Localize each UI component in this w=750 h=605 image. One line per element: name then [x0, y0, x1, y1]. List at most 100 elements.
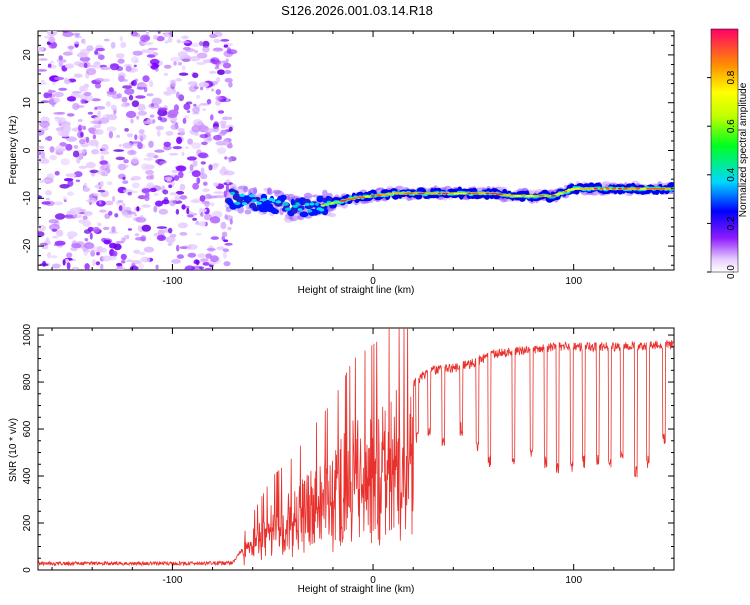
noise-blob: [216, 77, 221, 83]
y-tick-label: 20: [22, 49, 33, 61]
noise-blob: [140, 215, 144, 218]
ridge-peak-blob: [645, 187, 655, 190]
noise-blob: [38, 195, 42, 199]
noise-blob: [91, 98, 101, 102]
noise-blob: [71, 243, 82, 249]
noise-blob: [72, 214, 83, 219]
noise-blob: [222, 251, 227, 259]
noise-blob: [62, 196, 68, 201]
noise-blob: [207, 137, 213, 142]
noise-blob: [93, 116, 101, 122]
noise-blob: [176, 39, 181, 44]
colorbar-tick-label: 0.4: [726, 167, 737, 181]
noise-blob: [50, 42, 57, 49]
noise-blob: [65, 173, 77, 177]
noise-blob: [40, 179, 50, 183]
noise-blob: [94, 184, 101, 189]
noise-blob: [84, 238, 89, 242]
noise-blob: [148, 103, 160, 109]
noise-blob: [141, 188, 151, 194]
noise-blob: [132, 50, 143, 56]
noise-blob: [210, 255, 219, 263]
ridge-halo-blob: [229, 183, 237, 190]
ridge-peak-blob: [441, 192, 449, 195]
noise-blob: [56, 229, 64, 237]
noise-blob: [196, 177, 201, 185]
noise-blob: [95, 106, 106, 110]
noise-blob: [226, 49, 238, 55]
noise-blob: [168, 152, 179, 156]
noise-blob: [187, 81, 198, 86]
noise-blob: [82, 149, 86, 156]
noise-blob: [155, 125, 164, 131]
noise-blob: [178, 94, 185, 102]
noise-blob: [173, 175, 180, 181]
noise-blob: [114, 213, 119, 218]
noise-blob: [47, 63, 52, 68]
noise-blob: [82, 215, 88, 220]
noise-blob: [38, 129, 45, 136]
y-tick-label: -20: [22, 238, 33, 253]
noise-blob: [141, 224, 151, 232]
ridge-peak-blob: [370, 195, 376, 197]
noise-blob: [77, 124, 83, 132]
noise-blob: [213, 191, 224, 195]
noise-blob: [67, 191, 74, 196]
ridge-peak-blob: [567, 188, 576, 191]
noise-blob: [54, 201, 64, 206]
noise-blob: [127, 150, 137, 156]
noise-blob: [82, 220, 92, 227]
noise-blob: [137, 195, 147, 200]
noise-blob: [112, 250, 118, 257]
noise-blob: [48, 95, 52, 98]
noise-blob: [179, 246, 188, 250]
noise-blob: [141, 163, 149, 171]
noise-blob: [196, 52, 208, 59]
noise-blob: [199, 134, 209, 139]
ridge-cyan-blob: [292, 204, 299, 208]
noise-blob: [163, 197, 169, 202]
noise-blob: [115, 156, 126, 161]
noise-blob: [192, 72, 199, 79]
noise-blob: [177, 222, 188, 229]
noise-blob: [100, 180, 104, 187]
noise-blob: [156, 234, 166, 241]
ridge-cyan-blob: [242, 202, 248, 206]
ridge-peak-blob: [453, 192, 461, 195]
noise-blob: [53, 112, 64, 115]
noise-blob: [127, 228, 132, 231]
noise-blob: [130, 118, 134, 124]
noise-blob: [131, 176, 142, 181]
noise-blob: [213, 182, 219, 187]
ridge-peak-blob: [356, 196, 366, 199]
noise-blob: [156, 130, 161, 137]
noise-blob: [137, 84, 148, 88]
colorbar-tick-label: 0.0: [726, 265, 737, 279]
y-tick-label: -10: [22, 191, 33, 206]
noise-blob: [38, 69, 48, 72]
noise-blob: [185, 101, 193, 105]
noise-blob: [49, 146, 55, 153]
noise-blob: [49, 154, 58, 161]
noise-blob: [67, 45, 75, 50]
noise-blob: [224, 242, 233, 246]
ridge-cyan-blob: [271, 199, 276, 203]
noise-blob: [170, 124, 180, 130]
noise-blob: [168, 227, 173, 234]
noise-blob: [185, 205, 190, 209]
noise-blob: [158, 160, 166, 165]
noise-blob: [194, 86, 199, 90]
noise-blob: [179, 232, 188, 236]
noise-blob: [84, 211, 93, 216]
ridge-cyan-blob: [307, 209, 313, 213]
x-tick-label: -100: [162, 276, 182, 287]
noise-blob: [72, 150, 80, 158]
noise-blob: [162, 189, 169, 195]
noise-blob: [38, 46, 45, 52]
ridge-peak-blob: [389, 192, 394, 195]
noise-blob: [196, 62, 206, 65]
ridge-peak-blob: [495, 193, 504, 196]
ridge-peak-blob: [467, 192, 472, 195]
